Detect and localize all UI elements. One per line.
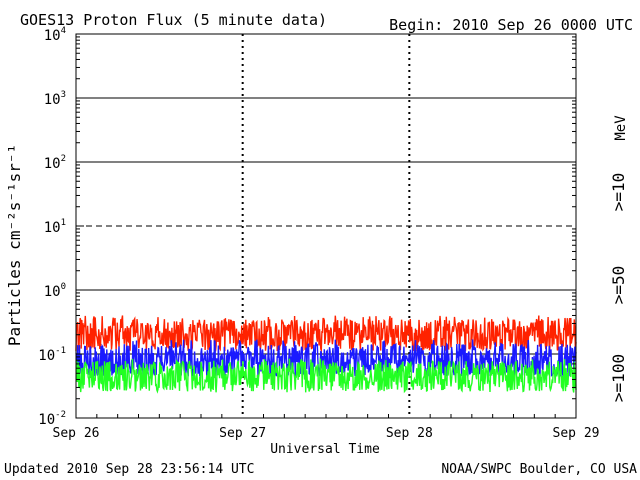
x-tick-label: Sep 27 (219, 426, 266, 441)
y-tick-label: 104 (44, 26, 66, 44)
legend-unit: MeV (613, 115, 629, 141)
y-tick-label: 10-1 (38, 346, 66, 364)
gridlines (76, 34, 576, 418)
series-line-2 (75, 358, 577, 394)
x-tick-label: Sep 26 (53, 426, 100, 441)
data-series (75, 315, 577, 394)
legend-series-ge100: >=100 (609, 354, 628, 402)
series-line-0 (75, 315, 577, 353)
plot-frame (75, 33, 577, 419)
x-tick-label: Sep 28 (386, 426, 433, 441)
credit-text: NOAA/SWPC Boulder, CO USA (441, 462, 637, 477)
y-tick-label: 103 (44, 90, 66, 108)
y-tick-label: 100 (44, 282, 66, 300)
legend-series-ge10: >=10 (609, 173, 628, 212)
y-axis-label: Particles cm⁻²s⁻¹sr⁻¹ (5, 144, 24, 346)
x-axis-label: Universal Time (270, 442, 380, 457)
y-tick-label: 102 (44, 154, 66, 172)
x-axis: Sep 26 Sep 27 Sep 28 Sep 29 (53, 414, 600, 441)
y-tick-label: 101 (44, 218, 66, 236)
legend-series-ge50: >=50 (609, 266, 628, 305)
chart-title: GOES13 Proton Flux (5 minute data) (20, 11, 327, 29)
x-tick-label: Sep 29 (553, 426, 600, 441)
begin-time: Begin: 2010 Sep 26 0000 UTC (389, 16, 633, 34)
legend: MeV >=10 >=50 >=100 (609, 115, 629, 402)
updated-timestamp: Updated 2010 Sep 28 23:56:14 UTC (4, 462, 254, 477)
